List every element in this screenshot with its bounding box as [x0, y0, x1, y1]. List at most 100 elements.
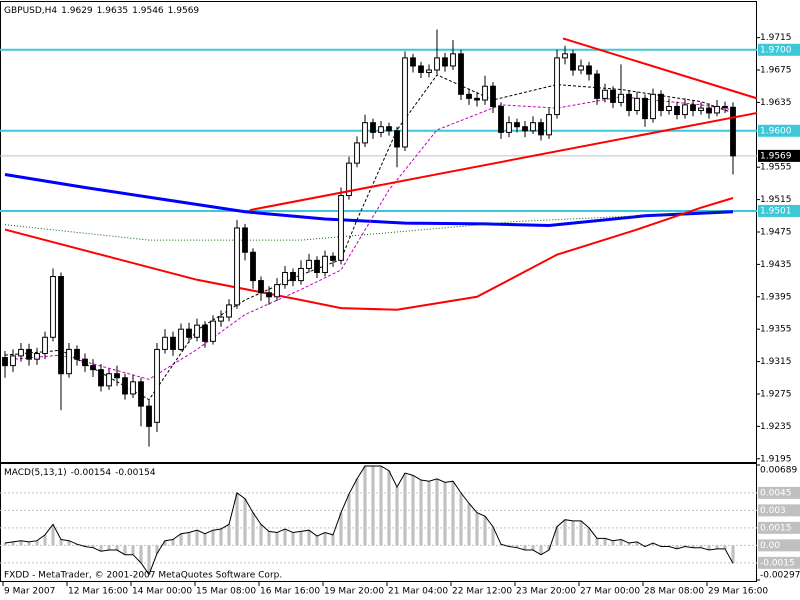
candle-body [586, 65, 592, 75]
candle-body [714, 105, 720, 114]
candle-body [234, 227, 240, 306]
candle-body [66, 348, 72, 375]
price-label: 1.9569 [760, 151, 792, 161]
macd-bar [579, 520, 583, 546]
macd-bar [395, 487, 399, 546]
candle-body [698, 107, 704, 112]
macd-bar [555, 526, 559, 546]
x-tick-label: 15 Mar 08:00 [196, 587, 256, 597]
candle-body [386, 126, 392, 132]
candle-body [170, 336, 176, 350]
x-tick-label: 16 Mar 16:00 [260, 587, 320, 597]
candle-body [194, 324, 200, 338]
level-label: 0.0045 [760, 488, 792, 498]
macd-bar [35, 540, 39, 546]
plot-layer: 1.9715 1.9675 1.9635 1.9555 1.9515 1.9475 1.94… [0, 29, 800, 597]
candle-body [210, 320, 216, 342]
candle-body [362, 122, 368, 144]
candle-body [394, 130, 400, 148]
macd-bar [315, 536, 319, 546]
candle-body [322, 255, 328, 273]
symbol: GBPUSD,H4 [4, 6, 57, 16]
candle-body [578, 65, 584, 71]
level-label: 1.9700 [760, 45, 792, 55]
candle-body [458, 53, 464, 95]
candle-body [418, 65, 424, 73]
macd-bar [483, 516, 487, 546]
level-label: 0.0015 [760, 523, 792, 533]
candle-body [186, 328, 192, 338]
candle-body [626, 93, 632, 112]
macd-bar [219, 529, 223, 546]
level-label: -0.0015 [760, 558, 795, 568]
macd-bar [43, 534, 47, 546]
macd-bar [235, 492, 239, 546]
x-tick-label: 28 Mar 08:00 [644, 587, 704, 597]
y-tick-label: 1.9635 [760, 98, 792, 108]
macd-bar [547, 545, 551, 551]
macd-bar [251, 512, 255, 546]
macd-bar [99, 545, 103, 552]
candle-body [642, 97, 648, 120]
candle-body [498, 105, 504, 133]
moving-average [4, 197, 734, 311]
macd-bar [227, 524, 231, 546]
x-tick-label: 19 Mar 20:00 [324, 587, 384, 597]
candle-body [522, 126, 528, 132]
candle-body [106, 373, 112, 387]
macd-bar [51, 524, 55, 546]
macd-bar [379, 466, 383, 546]
y-tick-label: 1.9275 [760, 389, 792, 399]
candle-body [314, 259, 320, 273]
candle-body [722, 105, 728, 108]
candle-body [218, 316, 224, 322]
candle-body [250, 251, 256, 282]
macd-bar [83, 545, 87, 547]
candle-body [730, 106, 736, 157]
y-tick-label: 1.9475 [760, 228, 792, 238]
level-label-box [758, 204, 800, 217]
level-label-box [758, 556, 800, 569]
macd-bar [667, 545, 671, 547]
candle-body [466, 93, 472, 99]
candle-body [74, 348, 80, 360]
close-readout: 1.9569 [168, 6, 200, 16]
candle-body [162, 336, 168, 350]
candle-body [690, 104, 696, 112]
y-tick-label: 1.9515 [760, 195, 792, 205]
candle-body [122, 377, 128, 395]
candle-body [546, 114, 552, 136]
level-label-box [758, 124, 800, 137]
y-tick-label: -0.00297 [760, 571, 800, 581]
candle-body [706, 107, 712, 114]
candle-body [426, 69, 432, 73]
candle-body [58, 276, 64, 375]
macd-bar [659, 545, 663, 547]
candle-body [570, 53, 576, 71]
trendline [249, 111, 758, 212]
candle-body [410, 57, 416, 67]
macd-bar [195, 530, 199, 546]
macd-bar [467, 503, 471, 546]
macd-bar [443, 482, 447, 546]
level-label-box [758, 43, 800, 56]
level-label: 0.00 [760, 541, 780, 551]
candle-body [130, 381, 136, 395]
macd-bar [363, 466, 367, 546]
candle-body [530, 122, 536, 132]
open-readout: 1.9629 [61, 6, 93, 16]
x-tick-label: 23 Mar 20:00 [516, 587, 576, 597]
candle-body [82, 358, 88, 367]
macd-bar [539, 545, 543, 555]
candle-body [682, 104, 688, 116]
x-tick-label: 21 Mar 04:00 [388, 587, 448, 597]
candle-body [154, 348, 160, 423]
y-tick-label: 1.9315 [760, 357, 792, 367]
level-label-box [758, 504, 800, 517]
candle-body [562, 53, 568, 59]
y-tick-label: 1.9355 [760, 325, 792, 335]
macd-bar [147, 545, 151, 575]
candle-body [450, 53, 456, 67]
macd-bar [107, 545, 111, 551]
candle-body [370, 122, 376, 133]
